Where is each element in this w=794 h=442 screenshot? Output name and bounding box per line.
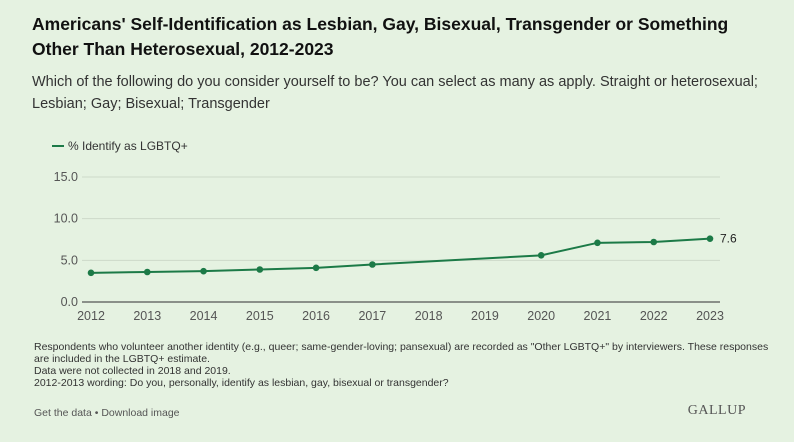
x-tick-label: 2017 bbox=[358, 309, 386, 323]
y-tick-label: 5.0 bbox=[61, 253, 78, 267]
data-point bbox=[369, 261, 376, 268]
get-data-link[interactable]: Get the data bbox=[34, 407, 92, 419]
footnotes: Respondents who volunteer another identi… bbox=[34, 341, 774, 389]
x-tick-label: 2020 bbox=[527, 309, 555, 323]
data-point bbox=[256, 266, 264, 273]
data-point bbox=[594, 239, 601, 247]
x-tick-label: 2022 bbox=[640, 309, 668, 323]
chart-subtitle: Which of the following do you consider y… bbox=[32, 74, 758, 112]
chart-title: Americans' Self-Identification as Lesbia… bbox=[32, 14, 729, 59]
series-line bbox=[90, 237, 711, 274]
x-tick-label: 2016 bbox=[302, 309, 330, 323]
download-image-link[interactable]: Download image bbox=[101, 407, 180, 419]
data-point bbox=[312, 264, 320, 272]
x-tick-label: 2018 bbox=[415, 309, 443, 323]
footnote: Data were not collected in 2018 and 2019… bbox=[34, 365, 231, 377]
x-tick-label: 2019 bbox=[471, 309, 499, 323]
data-point bbox=[143, 268, 151, 276]
gallup-logo: GALLUP bbox=[687, 403, 746, 418]
x-tick-label: 2012 bbox=[77, 309, 105, 323]
x-tick-label: 2014 bbox=[190, 309, 218, 323]
data-label: 7.6 bbox=[720, 232, 737, 246]
separator: • bbox=[91, 407, 102, 419]
legend: % Identify as LGBTQ+ bbox=[52, 139, 188, 153]
footer-links: Get the data • Download image bbox=[34, 407, 180, 419]
y-tick-label: 10.0 bbox=[54, 212, 78, 226]
line-chart: 0.0 5.0 10.0 15.0 2012 2013 2014 2015 2016 2017 20… bbox=[54, 170, 737, 323]
y-tick-label: 15.0 bbox=[54, 170, 78, 184]
data-point bbox=[200, 267, 207, 275]
data-point bbox=[706, 235, 714, 242]
data-point bbox=[650, 238, 658, 246]
x-tick-label: 2021 bbox=[584, 309, 612, 323]
x-tick-label: 2013 bbox=[133, 309, 161, 323]
x-tick-label: 2023 bbox=[696, 309, 724, 323]
legend-label: % Identify as LGBTQ+ bbox=[68, 139, 188, 153]
footnote: Respondents who volunteer another identi… bbox=[34, 341, 769, 365]
x-tick-label: 2015 bbox=[246, 309, 274, 323]
data-point bbox=[537, 252, 545, 259]
y-tick-label: 0.0 bbox=[61, 295, 78, 309]
legend-swatch bbox=[52, 145, 64, 147]
footnote: 2012-2013 wording: Do you, personally, i… bbox=[34, 377, 449, 389]
data-point bbox=[87, 269, 95, 277]
